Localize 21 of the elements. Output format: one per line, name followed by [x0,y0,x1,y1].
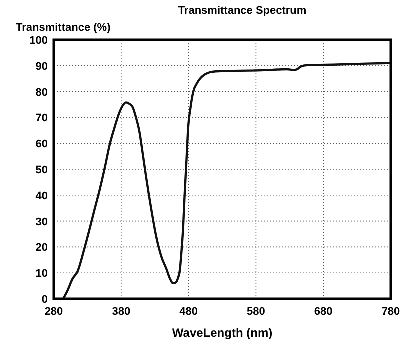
y-tick-label: 70 [36,112,48,125]
x-tick-label: 380 [112,306,131,318]
x-tick-label: 580 [247,306,266,318]
line-series [62,62,391,299]
x-tick-label: 280 [44,306,64,318]
y-tick-label: 80 [36,86,48,99]
x-tick-label: 480 [180,306,198,318]
y-tick-label: 90 [36,60,48,73]
y-tick-label: 10 [36,268,48,280]
y-tick-label: 30 [36,216,48,228]
x-tick-label: 780 [382,306,400,318]
y-tick-label: 20 [36,242,48,254]
y-tick-label: 0 [42,294,48,306]
y-tick-label: 50 [36,164,48,176]
y-tick-label: 60 [36,138,48,151]
y-tick-label: 100 [30,35,48,47]
x-axis-title: WaveLength (nm) [172,326,273,340]
chart-title: Transmittance Spectrum [178,5,307,17]
y-tick-label: 40 [36,190,48,202]
y-axis-title: Transmittance (%) [16,22,112,34]
x-tick-label: 680 [314,306,333,318]
